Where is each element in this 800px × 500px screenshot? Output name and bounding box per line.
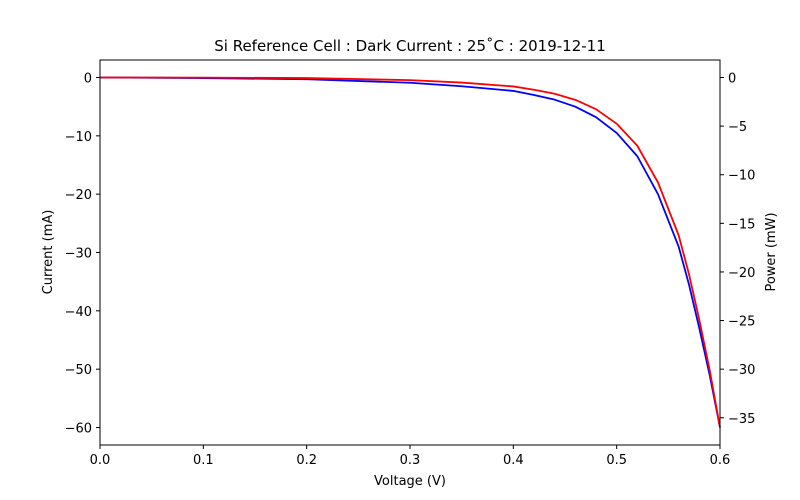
- x-tick-label: 0.1: [193, 453, 214, 468]
- y-axis-right: 0 −5 −10 −15 −20 −25 −30 −35: [720, 72, 755, 427]
- y-tick-label: −20: [65, 188, 92, 203]
- x-tick-label: 0.3: [400, 453, 421, 468]
- x-tick-label: 0.4: [503, 453, 524, 468]
- plot-area: [99, 76, 721, 428]
- y2-tick-label: −5: [728, 120, 747, 135]
- y2-tick-label: −10: [728, 169, 755, 184]
- y2-tick-label: −20: [728, 266, 755, 281]
- y2-axis-label: Power (mW): [764, 212, 779, 291]
- x-tick-label: 0.6: [710, 453, 731, 468]
- y-tick-label: −60: [65, 422, 92, 437]
- y2-tick-label: −25: [728, 315, 755, 330]
- y-axis-left: 0 −10 −20 −30 −40 −50 −60: [65, 72, 100, 437]
- x-tick-label: 0.2: [296, 453, 317, 468]
- x-tick-label: 0.0: [90, 453, 111, 468]
- x-tick-label: 0.5: [606, 453, 627, 468]
- y2-tick-label: −35: [728, 412, 755, 427]
- x-axis-label: Voltage (V): [374, 474, 446, 489]
- y-tick-label: −30: [65, 247, 92, 262]
- y2-tick-label: 0: [728, 72, 736, 87]
- power-curve-series-line: [99, 76, 721, 428]
- x-axis: 0.0 0.1 0.2 0.3 0.4 0.5 0.6: [90, 445, 731, 468]
- y-axis-label: Current (mA): [41, 210, 56, 295]
- y2-tick-label: −30: [728, 363, 755, 378]
- y-tick-label: −50: [65, 363, 92, 378]
- chart-title: Si Reference Cell : Dark Current : 25˚C …: [214, 37, 606, 55]
- y-tick-label: 0: [84, 72, 92, 87]
- current-curve-series-line: [99, 76, 721, 428]
- y-tick-label: −10: [65, 130, 92, 145]
- y2-tick-label: −15: [728, 217, 755, 232]
- y-tick-label: −40: [65, 305, 92, 320]
